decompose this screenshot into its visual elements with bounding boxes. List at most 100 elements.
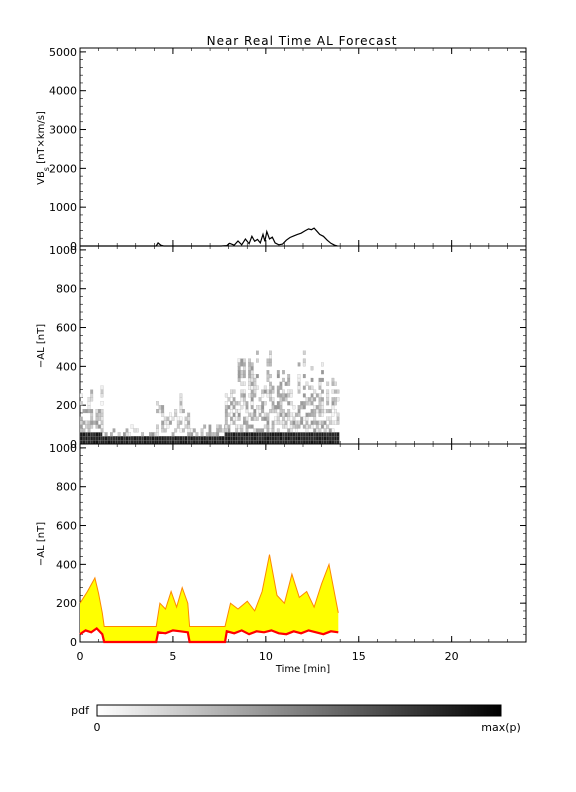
heatmap-cell [256, 440, 259, 445]
heatmap-cell [297, 385, 301, 390]
heatmap-cell [158, 409, 162, 414]
heatmap-cell [292, 420, 296, 425]
heatmap-cell [179, 405, 183, 410]
heatmap-cell [336, 412, 340, 417]
heatmap-cell [253, 381, 257, 386]
heatmap-cell [266, 440, 270, 445]
heatmap-cell [269, 350, 272, 355]
heatmap-cell [261, 432, 265, 437]
heatmap-cell [245, 409, 249, 414]
heatmap-cell [198, 436, 201, 441]
heatmap-cell [250, 416, 254, 421]
heatmap-cell [109, 440, 113, 445]
heatmap-cell [261, 393, 265, 398]
forecast-band [80, 554, 339, 642]
heatmap-cell [258, 428, 262, 433]
heatmap-cell [182, 440, 185, 445]
heatmap-cell [334, 389, 337, 394]
heatmap-cell [92, 420, 96, 425]
heatmap-cell [256, 416, 259, 421]
heatmap-cell [310, 436, 314, 441]
heatmap-cell [310, 440, 314, 445]
heatmap-cell [279, 409, 283, 414]
panel-vbs: 0 1000 2000 3000 4000 5000 VBs [nT×km/s] [36, 46, 527, 253]
heatmap-cell [176, 420, 180, 425]
y-tick-label: 1000 [49, 201, 77, 214]
heatmap-cell [240, 374, 244, 379]
heatmap-cell [334, 381, 337, 386]
heatmap-cell [120, 436, 124, 441]
heatmap-cell [279, 401, 283, 406]
heatmap-cell [276, 401, 280, 406]
heatmap-cell [318, 397, 322, 402]
heatmap-cell [250, 362, 254, 367]
heatmap-cell [289, 393, 293, 398]
heatmap-cell [82, 409, 86, 414]
heatmap-cell [151, 440, 155, 445]
heatmap-cell [276, 389, 280, 394]
heatmap-cell [271, 428, 275, 433]
heatmap-cell [292, 424, 296, 429]
heatmap-cell [334, 420, 337, 425]
heatmap-cell [237, 377, 241, 383]
heatmap-cell [297, 420, 301, 425]
heatmap-cell [323, 432, 327, 437]
heatmap-cell [256, 358, 259, 363]
heatmap-cell [235, 436, 239, 441]
heatmap-cell [248, 366, 252, 371]
heatmap-cell [282, 397, 285, 402]
heatmap-cell [237, 409, 241, 414]
heatmap-cell [213, 432, 217, 437]
heatmap-cell [289, 420, 293, 425]
heatmap-cell [289, 432, 293, 437]
heatmap-cell [235, 440, 239, 445]
heatmap-cell [305, 397, 309, 402]
heatmap-cell [271, 405, 275, 410]
heatmap-cell [156, 428, 159, 433]
heatmap-cell [195, 436, 199, 441]
heatmap-cell [243, 358, 246, 363]
heatmap-cell [208, 440, 212, 445]
heatmap-cell [318, 432, 322, 437]
y-tick-label: 800 [56, 481, 77, 494]
heatmap-cell [287, 381, 291, 386]
heatmap-cell [328, 440, 332, 445]
heatmap-cell [323, 440, 327, 445]
heatmap-cell [82, 428, 86, 433]
heatmap-cell [248, 385, 252, 390]
heatmap-cell [321, 370, 324, 375]
heatmap-cell [232, 412, 236, 417]
y-tick-label: 5000 [49, 46, 77, 59]
heatmap-cell [174, 409, 178, 414]
heatmap-cell [161, 405, 165, 410]
heatmap-cell [315, 432, 319, 437]
heatmap-cell [313, 389, 317, 394]
y-tick-label: 400 [56, 558, 77, 571]
heatmap-cell [336, 389, 340, 394]
heatmap-cell [125, 440, 129, 445]
heatmap-cell [274, 405, 278, 410]
heatmap-cell [109, 436, 113, 441]
heatmap-cell [287, 374, 291, 379]
heatmap-cell [216, 428, 220, 433]
heatmap-cell [279, 397, 283, 402]
heatmap-cell [224, 393, 228, 398]
heatmap-cell [271, 432, 275, 437]
heatmap-cell [310, 420, 314, 425]
heatmap-cell [256, 405, 259, 410]
heatmap-cell [308, 424, 311, 429]
heatmap-cell [326, 397, 330, 402]
heatmap-cell [161, 424, 165, 429]
heatmap-cell [98, 436, 101, 441]
y-tick-label: 1000 [49, 442, 77, 455]
heatmap-cell [323, 409, 327, 414]
heatmap-cell [297, 436, 301, 441]
heatmap-cell [328, 420, 332, 425]
heatmap-cell [232, 432, 236, 437]
heatmap-cell [203, 424, 207, 429]
heatmap-cell [174, 412, 178, 417]
heatmap-cell [245, 440, 249, 445]
heatmap-cell [128, 432, 132, 437]
heatmap-cell [232, 405, 236, 410]
y-tick-label: 2000 [49, 162, 77, 175]
